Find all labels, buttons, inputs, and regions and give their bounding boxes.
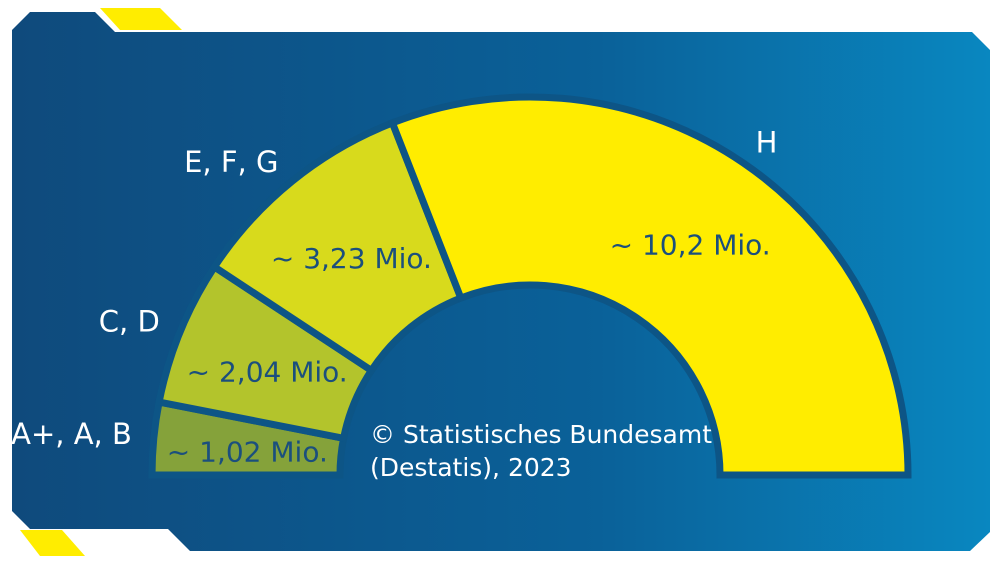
value-label: ~ 10,2 Mio. <box>610 228 771 261</box>
source: © Statistisches Bundesamt <box>370 420 712 449</box>
value-label: ~ 3,23 Mio. <box>271 242 432 275</box>
category-label: H <box>756 126 778 160</box>
category-label: E, F, G <box>184 145 278 179</box>
category-label: A+, A, B <box>11 417 132 451</box>
frame-accent <box>100 8 182 30</box>
category-label: C, D <box>99 304 160 338</box>
value-label: ~ 1,02 Mio. <box>167 435 328 468</box>
frame-accent <box>20 530 85 556</box>
source: (Destatis), 2023 <box>370 453 572 482</box>
slice <box>387 93 912 479</box>
value-label: ~ 2,04 Mio. <box>187 355 348 388</box>
